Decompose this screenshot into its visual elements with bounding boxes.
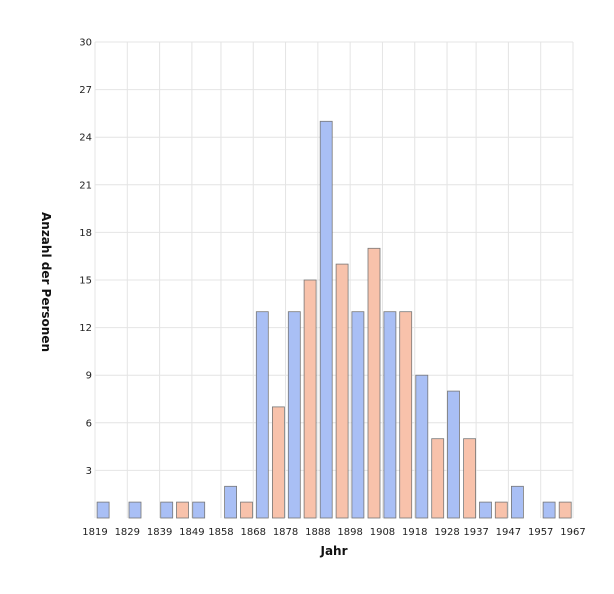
y-tick-label: 30 (79, 38, 92, 49)
x-tick-label: 1849 (179, 527, 204, 538)
x-axis-title: Jahr (319, 544, 347, 558)
x-tick-label: 1839 (147, 527, 172, 538)
bar-orange (240, 501, 253, 519)
bar-blue (255, 311, 269, 519)
bar-orange (367, 247, 381, 519)
bar-orange (463, 438, 477, 519)
x-tick-labels: 1819 1829 1839 1849 1858 1868 1878 1888 1898 1908… (82, 527, 585, 538)
x-tick-label: 1819 (82, 527, 107, 538)
x-tick-label: 1947 (496, 527, 521, 538)
bar-orange (431, 438, 445, 519)
bar-blue (319, 120, 333, 519)
bars (96, 120, 572, 519)
bar-blue (287, 311, 301, 519)
bar-blue (160, 501, 174, 519)
y-tick-label: 27 (79, 85, 92, 96)
bar-orange (558, 501, 572, 519)
x-tick-label: 1868 (241, 527, 266, 538)
bar-blue (542, 501, 556, 519)
y-tick-labels: 3 6 9 12 15 18 21 24 27 30 (79, 38, 92, 477)
bar-blue (128, 501, 142, 519)
x-tick-label: 1928 (434, 527, 459, 538)
bar-orange (303, 279, 317, 519)
bar-blue (479, 501, 492, 519)
x-tick-label: 1908 (370, 527, 395, 538)
y-tick-label: 6 (86, 418, 92, 429)
bar-orange (176, 501, 189, 519)
x-tick-label: 1888 (305, 527, 330, 538)
y-axis-title: Anzahl der Personen (39, 212, 53, 352)
y-tick-label: 21 (79, 180, 92, 191)
x-tick-label: 1937 (463, 527, 488, 538)
y-tick-label: 12 (79, 323, 92, 334)
bar-blue (415, 374, 429, 519)
bar-blue (351, 311, 365, 519)
bar-blue (224, 485, 238, 519)
x-tick-label: 1957 (528, 527, 553, 538)
bar-blue (383, 311, 397, 519)
x-tick-label: 1898 (337, 527, 362, 538)
bar-blue (192, 501, 206, 519)
x-tick-label: 1918 (402, 527, 427, 538)
x-tick-label: 1858 (208, 527, 233, 538)
bar-orange (399, 311, 413, 519)
y-tick-label: 9 (86, 371, 92, 382)
bar-orange (494, 501, 508, 519)
y-tick-label: 3 (86, 466, 92, 477)
y-tick-label: 24 (79, 133, 92, 144)
y-tick-label: 18 (79, 228, 92, 239)
x-tick-label: 1829 (115, 527, 140, 538)
bar-orange (271, 406, 285, 519)
bar-blue (447, 390, 460, 519)
bar-blue (96, 501, 110, 519)
x-tick-label: 1967 (560, 527, 585, 538)
x-tick-label: 1878 (273, 527, 298, 538)
grid (94, 41, 574, 518)
bar-orange (335, 263, 349, 519)
bar-blue (510, 485, 524, 519)
y-tick-label: 15 (79, 276, 92, 287)
